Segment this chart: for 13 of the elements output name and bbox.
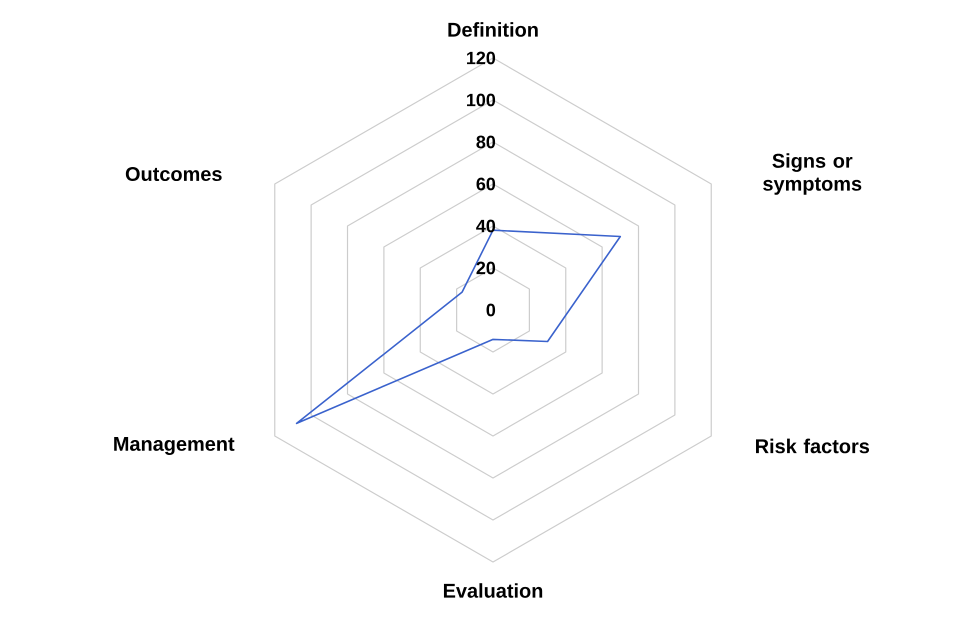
spoke-label: Evaluation <box>444 583 542 598</box>
y-tick-label: 40 <box>476 220 496 232</box>
y-tick-label: 20 <box>476 262 496 274</box>
y-tick-label: 0 <box>486 304 496 316</box>
spoke-label: Definition <box>448 22 538 37</box>
y-tick-label: 80 <box>476 136 496 148</box>
spoke-label: Outcomes <box>126 166 222 182</box>
spoke-label: Management <box>114 437 234 455</box>
y-tick-label: 60 <box>476 178 496 190</box>
y-tick-label: 100 <box>467 94 496 106</box>
y-tick-label: 120 <box>467 52 496 64</box>
spoke-label: Signs or symptoms <box>763 153 862 195</box>
spoke-label: Risk factors <box>756 438 870 454</box>
